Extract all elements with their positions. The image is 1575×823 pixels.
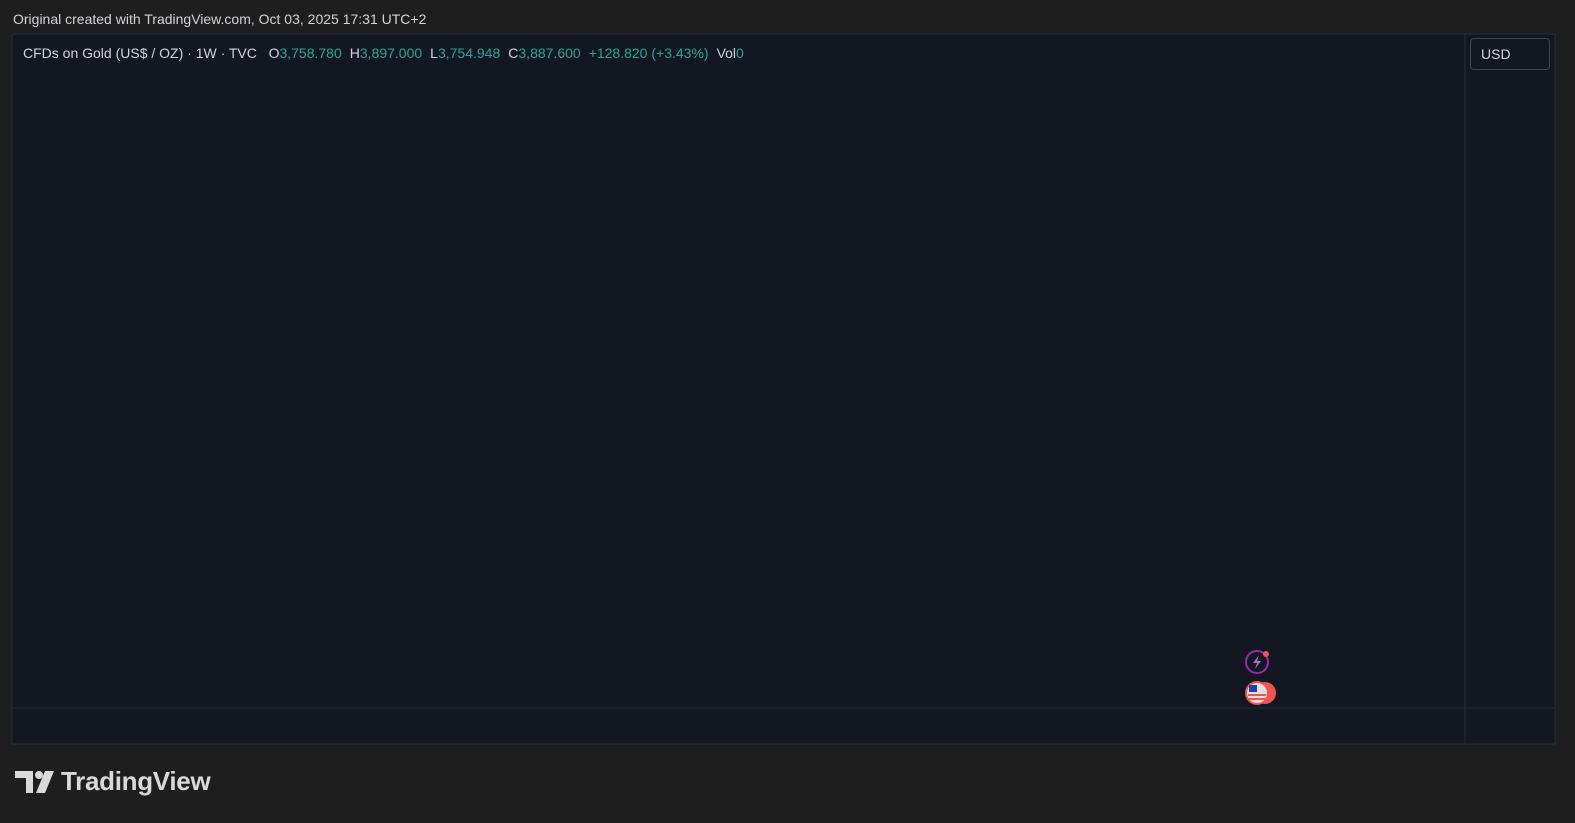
logo-mark xyxy=(15,771,33,793)
logo xyxy=(15,771,54,793)
symbol: CFDs on Gold (US$ / OZ) · 1W · TVC xyxy=(23,45,257,61)
vol-key: Vol xyxy=(716,45,737,61)
ohlc-key: L xyxy=(430,45,438,61)
flag xyxy=(1249,685,1257,692)
ohlc-value: 3,897.000 xyxy=(359,45,423,61)
ohlc-value: 3,887.600 xyxy=(518,45,581,61)
ohlc-key: O xyxy=(268,45,280,61)
chart-pane xyxy=(11,33,1556,745)
event-icons xyxy=(1245,650,1276,705)
vol-value: 0 xyxy=(736,45,744,61)
logo-mark xyxy=(36,771,54,793)
logo-mark xyxy=(35,771,43,779)
bolt xyxy=(1253,655,1261,669)
ohlc-key: H xyxy=(349,45,360,61)
change: +128.820 (+3.43%) xyxy=(588,45,709,61)
ohlc-value: 3,754.948 xyxy=(437,45,501,61)
currency-button[interactable]: USD xyxy=(1470,38,1550,70)
brand: TradingView xyxy=(61,766,211,796)
header-note: Original created with TradingView.com, O… xyxy=(13,11,427,27)
event-dot xyxy=(1263,651,1269,657)
ohlc-key: C xyxy=(508,45,519,61)
legend: CFDs on Gold (US$ / OZ) · 1W · TVC O3,75… xyxy=(23,45,752,61)
ohlc-value: 3,758.780 xyxy=(279,45,342,61)
